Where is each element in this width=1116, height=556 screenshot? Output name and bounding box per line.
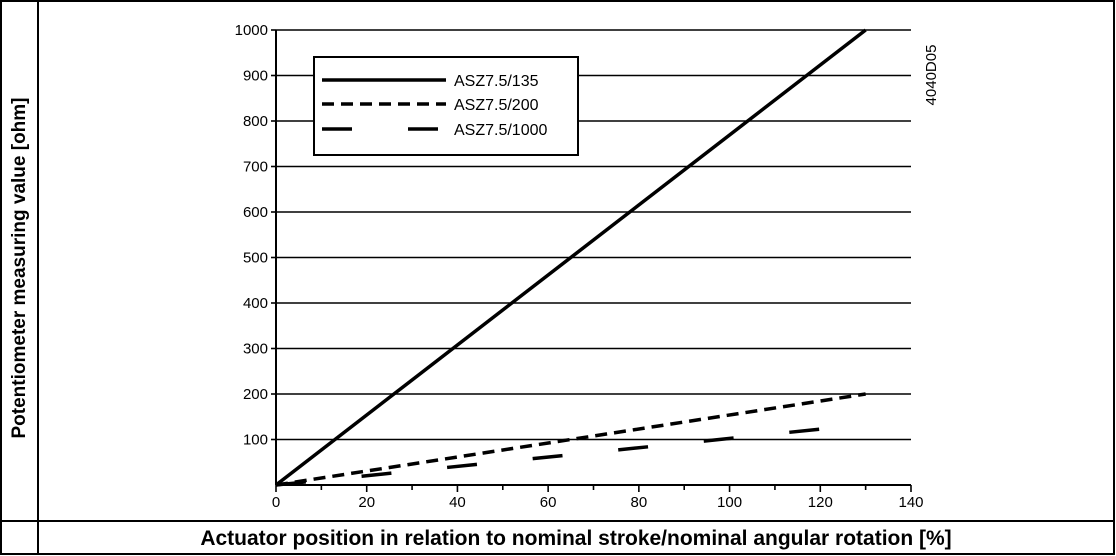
legend-box [313,56,579,156]
legend-label: ASZ7.5/200 [454,97,539,114]
x-tick-label: 80 [631,494,648,511]
y-tick-label: 600 [243,204,268,221]
legend: ASZ7.5/135 ASZ7.5/200 ASZ7.5/1000 [313,56,579,156]
legend-label: ASZ7.5/135 [454,73,539,90]
y-tick-label: 100 [243,432,268,449]
x-tick-label: 120 [808,494,833,511]
legend-item-asz7-5-200: ASZ7.5/200 [322,97,539,114]
y-tick-label: 700 [243,159,268,176]
series-line-asz7-5-200 [275,392,866,487]
x-tick-labels: 0 20 40 60 80 100 120 140 [272,485,924,511]
gridlines [276,29,911,441]
x-tick-label: 140 [898,494,923,511]
x-axis-label: Actuator position in relation to nominal… [200,527,951,550]
y-tick-label: 500 [243,250,268,267]
x-tick-label: 0 [272,494,280,511]
y-tick-label: 1000 [235,22,268,39]
x-tick-label: 60 [540,494,557,511]
y-tick-label: 200 [243,386,268,403]
y-axis-label: Potentiometer measuring value [ohm] [9,97,30,438]
series-lines [274,28,867,487]
legend-item-asz7-5-1000: ASZ7.5/1000 [322,122,548,139]
y-tick-label: 900 [243,68,268,85]
series-line-asz7-5-135 [274,28,867,487]
series-line-asz7-5-1000 [275,422,866,487]
figure-code: 4040D05 [923,45,940,106]
legend-item-asz7-5-135: ASZ7.5/135 [322,73,539,90]
x-tick-label: 40 [449,494,466,511]
legend-label: ASZ7.5/1000 [454,122,548,139]
y-tick-label: 300 [243,341,268,358]
y-tick-label: 800 [243,113,268,130]
y-tick-labels: 100 200 300 400 500 600 700 800 900 1000 [235,22,276,449]
y-tick-label: 400 [243,295,268,312]
x-tick-label: 20 [358,494,375,511]
x-tick-label: 100 [717,494,742,511]
